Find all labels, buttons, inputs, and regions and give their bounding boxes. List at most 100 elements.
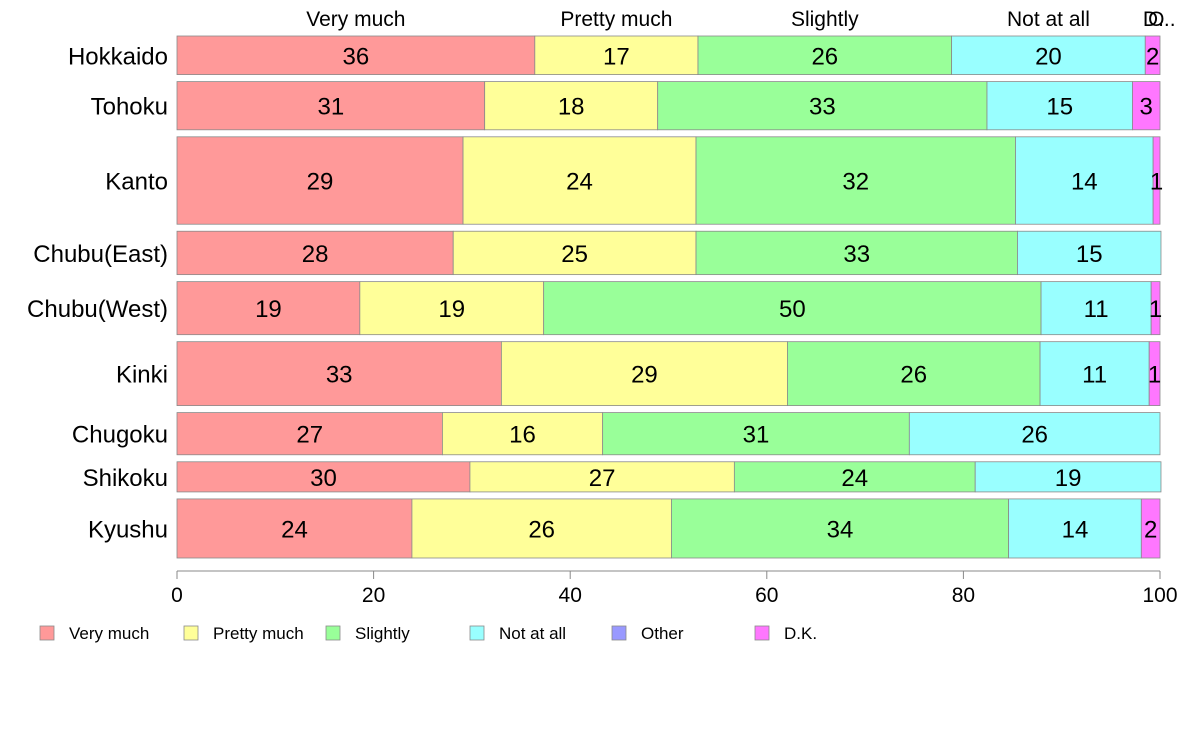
legend-label-slightly: Slightly — [355, 624, 410, 643]
category-label-shikoku: Shikoku — [83, 465, 168, 492]
category-label-tohoku: Tohoku — [91, 94, 168, 121]
category-label-chubu-west: Chubu(West) — [27, 296, 168, 323]
bar-segment-hokkaido-not-at-all — [951, 35, 1146, 75]
legend-swatch-d-k — [754, 625, 770, 641]
bar-segment-hokkaido-slightly — [697, 35, 953, 75]
data-label-tohoku-d-k: 3 — [1140, 94, 1153, 121]
bar-segment-chubu-east-pretty-much — [452, 230, 697, 276]
bar-segment-shikoku-not-at-all — [974, 461, 1162, 493]
bar-segment-chubu-east-very-much — [176, 230, 454, 276]
top-label-not-at-all: Not at all — [1007, 8, 1090, 31]
category-label-kyushu: Kyushu — [88, 516, 168, 543]
legend-label-other: Other — [641, 624, 684, 643]
bar-segment-tohoku-not-at-all — [986, 81, 1133, 131]
bar-segment-chugoku-slightly — [602, 412, 910, 456]
data-label-kinki-slightly: 26 — [900, 362, 927, 389]
data-label-shikoku-pretty-much: 27 — [589, 465, 616, 492]
legend-swatch-slightly — [325, 625, 341, 641]
data-label-chubu-west-slightly: 50 — [779, 296, 806, 323]
data-label-kyushu-d-k: 2 — [1144, 516, 1157, 543]
bar-segment-kanto-not-at-all — [1015, 136, 1154, 225]
bar-segment-shikoku-very-much — [176, 461, 471, 493]
data-label-tohoku-slightly: 33 — [809, 94, 836, 121]
legend-swatch-not-at-all — [469, 625, 485, 641]
data-label-hokkaido-slightly: 26 — [811, 43, 838, 70]
legend-label-pretty-much: Pretty much — [213, 624, 304, 643]
data-label-chubu-east-very-much: 28 — [302, 241, 329, 268]
data-label-hokkaido-not-at-all: 20 — [1035, 43, 1062, 70]
data-label-kinki-pretty-much: 29 — [631, 362, 658, 389]
bar-segment-chubu-west-pretty-much — [359, 281, 545, 336]
bar-segment-tohoku-d-k — [1132, 81, 1161, 131]
bar-segment-kanto-d-k — [1152, 136, 1161, 225]
x-tick-label-60: 60 — [755, 584, 778, 607]
top-label-pretty-much: Pretty much — [560, 8, 672, 31]
data-label-kinki-very-much: 33 — [326, 362, 353, 389]
data-label-tohoku-very-much: 31 — [317, 94, 344, 121]
bar-segment-chubu-west-slightly — [543, 281, 1042, 336]
data-label-chugoku-not-at-all: 26 — [1021, 422, 1048, 449]
bar-segment-kanto-very-much — [176, 136, 464, 225]
data-label-kyushu-not-at-all: 14 — [1062, 516, 1089, 543]
bar-segment-kinki-not-at-all — [1039, 341, 1150, 406]
bar-segment-chugoku-pretty-much — [442, 412, 604, 456]
bar-segment-chugoku-very-much — [176, 412, 443, 456]
data-label-tohoku-pretty-much: 18 — [558, 94, 585, 121]
legend-swatch-pretty-much — [183, 625, 199, 641]
data-label-kyushu-pretty-much: 26 — [528, 516, 555, 543]
data-label-chubu-east-pretty-much: 25 — [561, 241, 588, 268]
x-tick-label-80: 80 — [952, 584, 975, 607]
category-label-chugoku: Chugoku — [72, 422, 168, 449]
bar-segment-shikoku-slightly — [733, 461, 976, 493]
data-label-chubu-west-d-k: 1 — [1149, 296, 1162, 323]
bar-segment-kyushu-not-at-all — [1008, 498, 1142, 559]
data-label-chugoku-very-much: 27 — [296, 422, 323, 449]
data-label-chubu-west-very-much: 19 — [255, 296, 282, 323]
bar-segment-kyushu-pretty-much — [411, 498, 672, 559]
data-label-shikoku-not-at-all: 19 — [1055, 465, 1082, 492]
bar-segment-hokkaido-pretty-much — [534, 35, 699, 75]
data-label-kanto-slightly: 32 — [842, 169, 869, 196]
legend-label-very-much: Very much — [69, 624, 149, 643]
data-label-kinki-not-at-all: 11 — [1082, 362, 1107, 389]
x-tick-label-100: 100 — [1142, 584, 1177, 607]
data-label-tohoku-not-at-all: 15 — [1046, 94, 1073, 121]
bar-segment-kyushu-very-much — [176, 498, 413, 559]
bar-segment-chubu-east-slightly — [695, 230, 1018, 276]
data-label-chubu-west-not-at-all: 11 — [1084, 296, 1109, 323]
legend-swatch-very-much — [39, 625, 55, 641]
bar-segment-kinki-d-k — [1148, 341, 1161, 406]
legend-swatch-other — [611, 625, 627, 641]
data-label-chubu-east-not-at-all: 15 — [1076, 241, 1103, 268]
data-label-chubu-east-slightly: 33 — [843, 241, 870, 268]
top-label-slightly: Slightly — [791, 8, 859, 31]
category-label-kanto: Kanto — [105, 169, 168, 196]
data-label-kanto-pretty-much: 24 — [566, 169, 593, 196]
top-label-d-k: D... — [1143, 8, 1176, 31]
data-label-chugoku-pretty-much: 16 — [509, 422, 536, 449]
bar-segment-chubu-west-d-k — [1150, 281, 1161, 336]
data-label-kinki-d-k: 1 — [1148, 362, 1161, 389]
data-label-shikoku-very-much: 30 — [310, 465, 337, 492]
bar-segment-kinki-pretty-much — [500, 341, 788, 406]
data-label-kanto-not-at-all: 14 — [1071, 169, 1098, 196]
data-label-kanto-d-k: 1 — [1150, 169, 1163, 196]
data-label-chugoku-slightly: 31 — [743, 422, 770, 449]
bar-segment-tohoku-slightly — [657, 81, 988, 131]
bar-segment-chugoku-not-at-all — [908, 412, 1161, 456]
x-tick-label-20: 20 — [362, 584, 385, 607]
bar-segment-tohoku-pretty-much — [484, 81, 659, 131]
x-tick-label-0: 0 — [171, 584, 183, 607]
bar-segment-kinki-very-much — [176, 341, 502, 406]
bar-segment-chubu-east-not-at-all — [1017, 230, 1162, 276]
bar-segment-hokkaido-very-much — [176, 35, 536, 75]
category-label-hokkaido: Hokkaido — [68, 43, 168, 70]
category-label-chubu-east: Chubu(East) — [33, 241, 168, 268]
bar-segment-kanto-pretty-much — [462, 136, 697, 225]
x-tick-label-40: 40 — [559, 584, 582, 607]
legend-label-d-k: D.K. — [784, 624, 817, 643]
top-label-other: O — [1148, 8, 1164, 31]
data-label-hokkaido-very-much: 36 — [343, 43, 370, 70]
bar-segment-shikoku-pretty-much — [469, 461, 735, 493]
